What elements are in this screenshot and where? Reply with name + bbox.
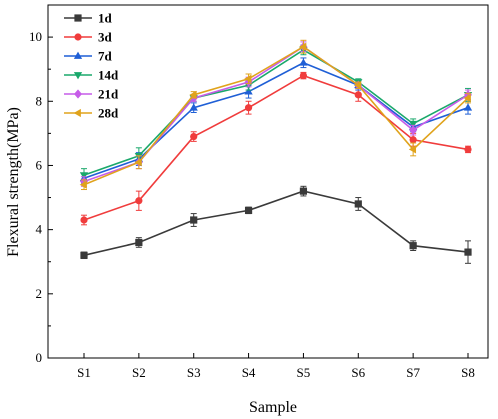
data-point: [299, 58, 308, 66]
data-point: [189, 90, 197, 99]
data-point: [409, 136, 417, 144]
legend-label: 3d: [98, 30, 113, 45]
data-point: [464, 248, 472, 256]
x-tick-label: S5: [297, 365, 311, 380]
series-line: [83, 48, 469, 176]
data-point: [189, 103, 198, 111]
plot-area: [47, 4, 489, 359]
y-tick-label: 10: [29, 29, 42, 44]
data-point: [190, 132, 198, 141]
data-point: [354, 200, 362, 208]
legend-item: 7d: [64, 49, 113, 64]
legend-item: 21d: [64, 87, 119, 102]
data-point: [354, 91, 362, 99]
legend-item: 14d: [64, 68, 119, 83]
legend-label: 14d: [98, 68, 119, 83]
x-axis: S1 S2 S3 S4 S5 S6 S7 S8: [77, 353, 475, 380]
series-layer: [79, 39, 473, 264]
series-line: [83, 45, 469, 186]
data-point: [408, 145, 417, 154]
data-point: [409, 125, 418, 135]
data-point: [353, 81, 362, 90]
x-tick-label: S8: [461, 365, 475, 380]
legend: 1d 3d 7d 14d 21d 28d: [64, 11, 119, 121]
legend-marker: [73, 108, 81, 118]
y-tick-label: 0: [36, 350, 43, 365]
y-tick-label: 6: [36, 157, 43, 172]
x-tick-label: S1: [77, 365, 91, 380]
data-point: [135, 238, 143, 247]
legend-marker: [74, 33, 82, 41]
legend-marker: [73, 51, 83, 59]
data-point: [464, 145, 472, 154]
data-point: [463, 93, 471, 103]
legend-marker: [74, 89, 82, 99]
data-point: [80, 251, 88, 259]
series-28d: [79, 39, 471, 191]
data-point: [244, 104, 253, 112]
data-point: [244, 206, 253, 214]
data-point: [134, 158, 142, 167]
y-tick-label: 2: [36, 286, 43, 301]
legend-item: 28d: [64, 106, 119, 121]
legend-marker: [74, 14, 82, 22]
y-tick-label: 8: [36, 93, 43, 108]
legend-label: 21d: [98, 87, 119, 102]
legend-label: 1d: [98, 11, 113, 26]
legend-item: 1d: [64, 11, 113, 26]
data-point: [135, 197, 143, 205]
data-point: [79, 180, 87, 189]
series-3d: [80, 71, 472, 226]
x-axis-title: Sample: [249, 399, 297, 416]
data-point: [409, 120, 418, 129]
legend-label: 7d: [98, 49, 113, 64]
data-point: [190, 216, 198, 224]
data-point: [244, 74, 252, 83]
x-tick-label: S7: [406, 365, 420, 380]
data-point: [80, 216, 88, 224]
data-point: [244, 87, 253, 95]
y-axis-title: Flexural strength(MPa): [5, 107, 22, 257]
x-tick-label: S3: [187, 365, 201, 380]
y-axis: 0 2 4 6 8 10: [29, 29, 53, 365]
data-point: [299, 72, 308, 80]
data-point: [79, 172, 89, 180]
data-point: [299, 187, 308, 195]
data-point: [299, 42, 307, 51]
series-line: [83, 190, 469, 257]
x-tick-label: S6: [351, 365, 365, 380]
series-line: [83, 74, 469, 221]
x-tick-label: S2: [132, 365, 146, 380]
legend-marker: [73, 72, 83, 80]
plot-border: [47, 4, 489, 359]
series-1d: [80, 185, 472, 264]
y-tick-label: 4: [36, 222, 43, 237]
legend-item: 3d: [64, 30, 113, 45]
x-tick-label: S4: [242, 365, 256, 380]
data-point: [463, 103, 473, 111]
data-point: [409, 242, 417, 250]
legend-label: 28d: [98, 106, 119, 121]
